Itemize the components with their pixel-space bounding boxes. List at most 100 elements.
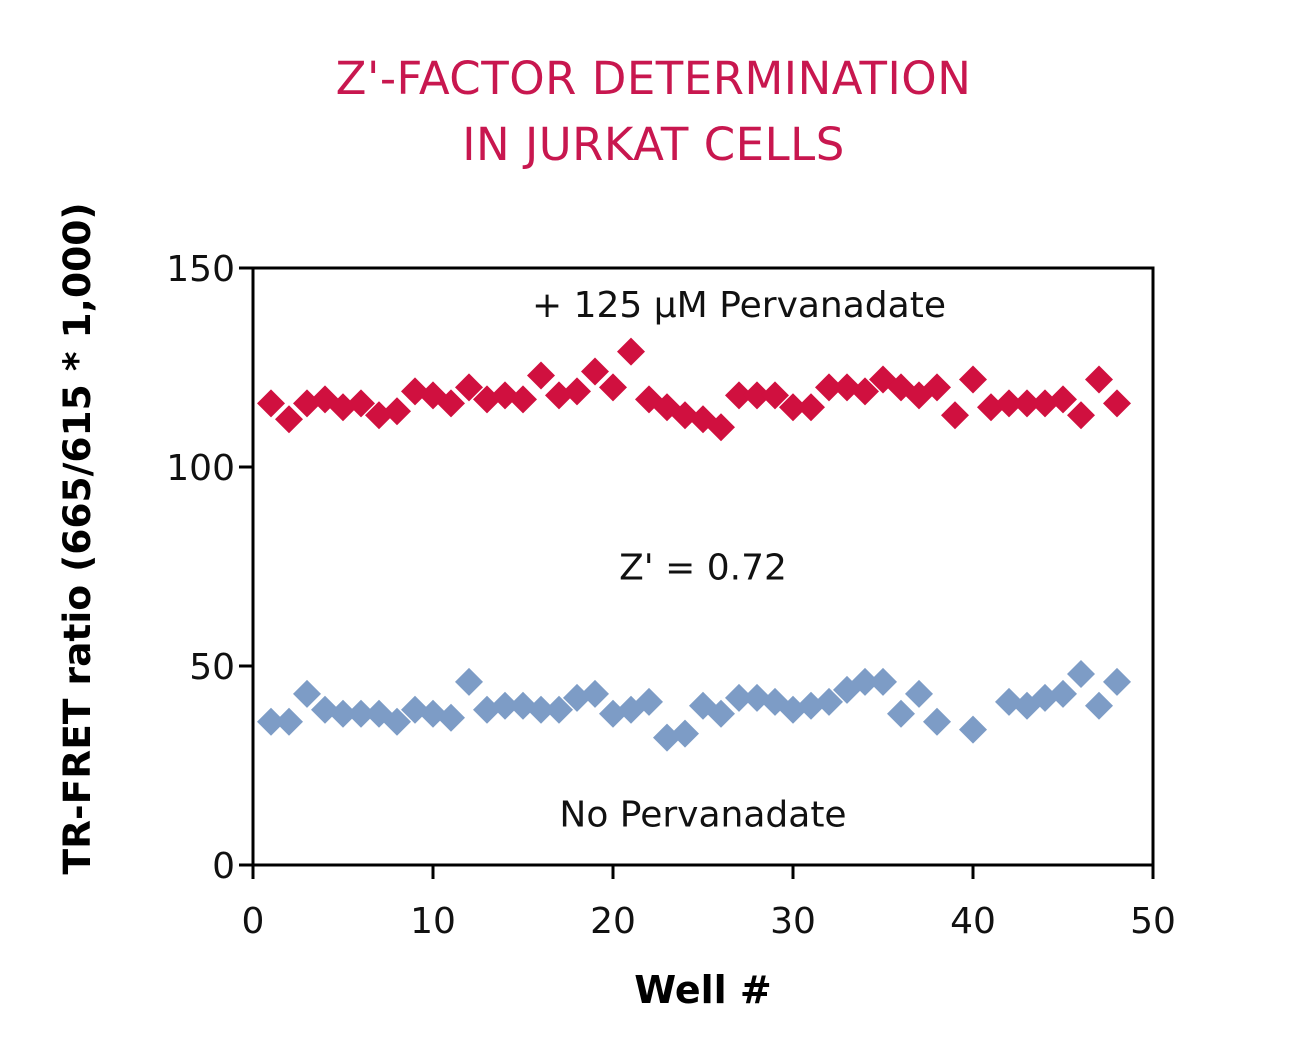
no-pervanadate-point [455, 667, 483, 696]
pervanadate-point [959, 365, 987, 394]
pervanadate-point [1031, 389, 1059, 418]
pervanadate-point [851, 377, 879, 406]
no-pervanadate-point [311, 695, 339, 724]
x-tick-label: 40 [950, 901, 996, 942]
no-pervanadate-point [653, 723, 681, 752]
no-pervanadate-point [887, 699, 915, 728]
no-pervanadate-point [815, 687, 843, 716]
no-pervanadate-point [383, 707, 411, 736]
pervanadate-point [941, 401, 969, 430]
no-pervanadate-point [995, 687, 1023, 716]
pervanadate-point [491, 381, 519, 410]
pervanadate-point [761, 381, 789, 410]
x-tick-label: 0 [242, 901, 265, 942]
no-pervanadate-point [293, 679, 321, 708]
annotation-1: Z' = 0.72 [619, 548, 787, 589]
no-pervanadate-point [923, 707, 951, 736]
no-pervanadate-point [347, 699, 375, 728]
pervanadate-point [509, 385, 537, 414]
no-pervanadate-point [671, 719, 699, 748]
pervanadate-point [977, 393, 1005, 422]
x-axis-label: Well # [634, 968, 771, 1012]
pervanadate-point [725, 381, 753, 410]
no-pervanadate-point [275, 707, 303, 736]
pervanadate-point [401, 377, 429, 406]
no-pervanadate-point [599, 699, 627, 728]
x-tick-label: 30 [770, 901, 816, 942]
x-tick-label: 20 [590, 901, 636, 942]
pervanadate-point [545, 381, 573, 410]
pervanadate-point [833, 373, 861, 402]
no-pervanadate-point [869, 667, 897, 696]
no-pervanadate-point [581, 679, 609, 708]
no-pervanadate-point [725, 683, 753, 712]
no-pervanadate-point [563, 683, 591, 712]
pervanadate-point [1013, 389, 1041, 418]
pervanadate-point [527, 361, 555, 390]
no-pervanadate-point [707, 699, 735, 728]
no-pervanadate-point [1049, 679, 1077, 708]
no-pervanadate-point [1067, 659, 1095, 688]
pervanadate-point [1085, 365, 1113, 394]
no-pervanadate-point [473, 695, 501, 724]
pervanadate-point [257, 389, 285, 418]
no-pervanadate-point [851, 667, 879, 696]
no-pervanadate-point [1103, 667, 1131, 696]
pervanadate-point [599, 373, 627, 402]
no-pervanadate-point [545, 695, 573, 724]
pervanadate-point [1049, 385, 1077, 414]
no-pervanadate-point [743, 683, 771, 712]
x-tick-label: 10 [410, 901, 456, 942]
chart-title-line-2: IN JURKAT CELLS [462, 118, 845, 171]
no-pervanadate-point [797, 691, 825, 720]
pervanadate-point [455, 373, 483, 402]
y-tick-label: 100 [166, 448, 235, 489]
y-tick-label: 50 [189, 647, 235, 688]
pervanadate-point [815, 373, 843, 402]
no-pervanadate-point [419, 699, 447, 728]
plot-frame [251, 266, 1155, 867]
y-axis-label: TR-FRET ratio (665/615 * 1,000) [56, 203, 99, 875]
pervanadate-point [581, 357, 609, 386]
pervanadate-point [923, 373, 951, 402]
pervanadate-point [617, 337, 645, 366]
pervanadate-point [995, 389, 1023, 418]
chart-title-line-1: Z'-FACTOR DETERMINATION [335, 52, 972, 105]
no-pervanadate-point [257, 707, 285, 736]
pervanadate-point [1067, 401, 1095, 430]
annotation-0: + 125 µM Pervanadate [532, 285, 946, 326]
pervanadate-point [383, 397, 411, 426]
pervanadate-point [707, 413, 735, 442]
no-pervanadate-point [905, 679, 933, 708]
pervanadate-point [437, 389, 465, 418]
pervanadate-point [293, 389, 321, 418]
y-tick-label: 0 [212, 846, 235, 887]
annotation-2: No Pervanadate [559, 794, 846, 835]
no-pervanadate-point [491, 691, 519, 720]
no-pervanadate-point [779, 695, 807, 724]
x-tick-label: 50 [1130, 901, 1176, 942]
no-pervanadate-point [527, 695, 555, 724]
no-pervanadate-point [437, 703, 465, 732]
pervanadate-point [671, 401, 699, 430]
no-pervanadate-point [635, 687, 663, 716]
pervanadate-point [743, 381, 771, 410]
pervanadate-point [347, 389, 375, 418]
pervanadate-point [797, 393, 825, 422]
pervanadate-point [275, 405, 303, 434]
no-pervanadate-point [1031, 683, 1059, 712]
pervanadate-point [329, 393, 357, 422]
y-tick-label: 150 [166, 249, 235, 290]
no-pervanadate-point [509, 691, 537, 720]
pervanadate-point [473, 385, 501, 414]
pervanadate-point [365, 401, 393, 430]
no-pervanadate-point [1085, 691, 1113, 720]
no-pervanadate-point [329, 699, 357, 728]
no-pervanadate-point [401, 695, 429, 724]
pervanadate-point [563, 377, 591, 406]
pervanadate-point [1103, 389, 1131, 418]
no-pervanadate-point [959, 715, 987, 744]
pervanadate-point [779, 393, 807, 422]
